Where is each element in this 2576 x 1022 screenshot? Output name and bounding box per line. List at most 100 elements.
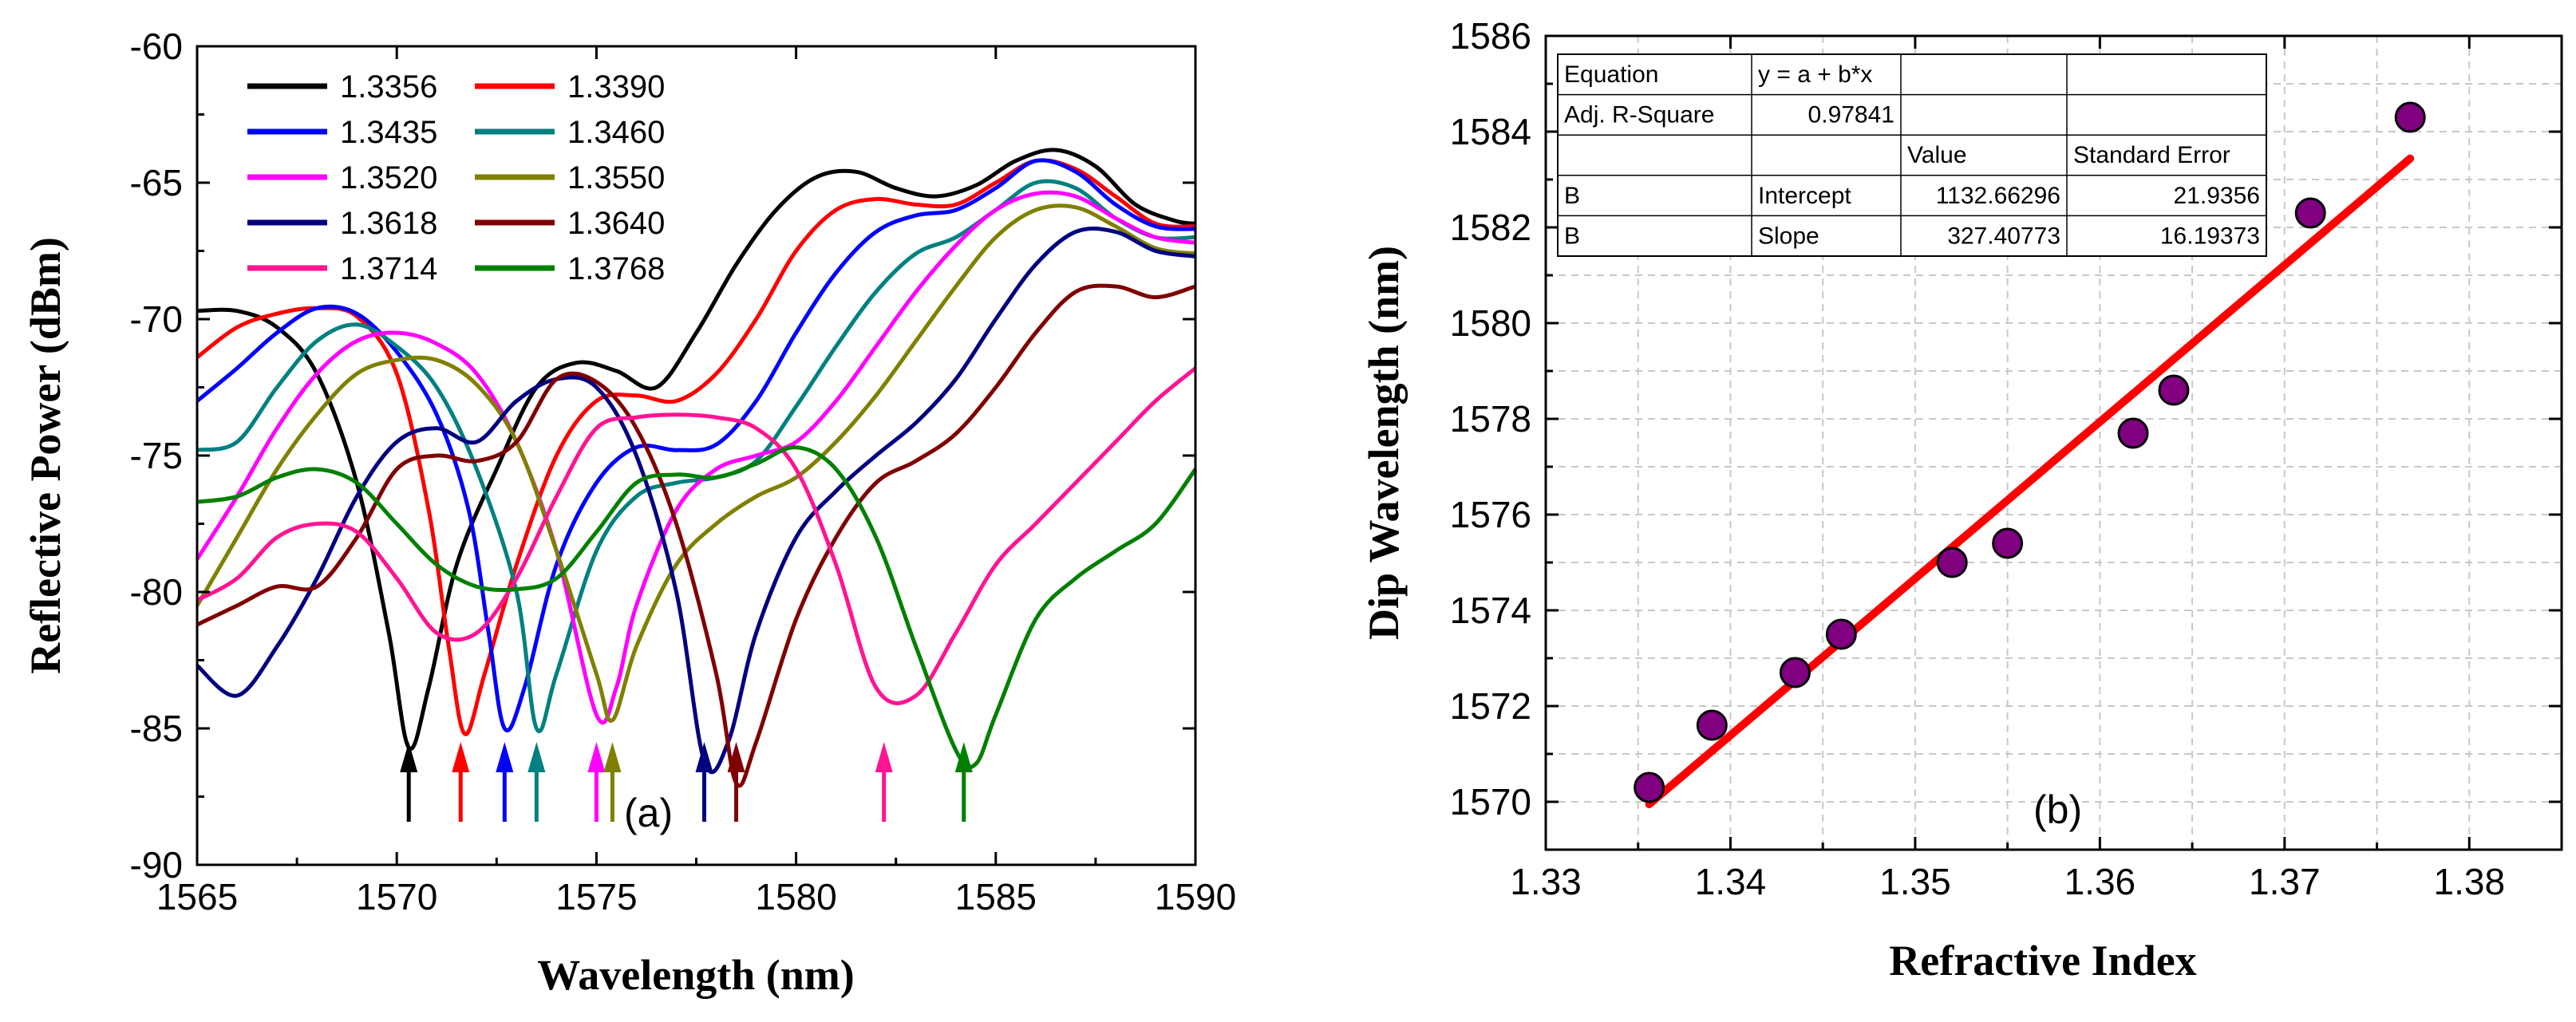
data-point: [1992, 527, 2024, 559]
fit-table-cell: B: [1564, 183, 1580, 209]
chart-a-y-axis-label: Reflective Power (dBm): [22, 237, 69, 674]
fit-table-cell: 327.40773: [1947, 223, 2060, 249]
dip-arrow-head-4: [587, 742, 606, 772]
chart-b-x-ticks: 1.33 1.34 1.35 1.36 1.37 1.38: [1510, 36, 2563, 902]
y-tick-label: -80: [130, 571, 183, 613]
series-line-1.3768: [196, 445, 1198, 770]
y-tick-label: 1578: [1450, 398, 1531, 440]
data-point: [1825, 618, 1857, 650]
y-tick-label: -75: [130, 435, 183, 476]
fit-table-cell: y = a + b*x: [1758, 61, 1872, 88]
dip-arrow-head-5: [603, 742, 622, 772]
chart-b-x-axis-label: Refractive Index: [1889, 937, 2196, 985]
y-tick-label: -85: [130, 708, 183, 749]
chart-b-points: [1634, 101, 2426, 803]
chart-b-y-ticks: 1570 1572 1574 1576 1578 1580 1582 1584 1586: [1450, 15, 2562, 823]
y-tick-label: 1574: [1450, 590, 1531, 631]
fit-table-cell: 0.97841: [1808, 102, 1894, 128]
legend-label: 1.3550: [567, 160, 665, 195]
y-tick-label: -65: [130, 162, 183, 203]
data-point: [2394, 101, 2426, 133]
data-point: [2117, 417, 2149, 449]
series-line-1.3520: [195, 190, 1196, 724]
series-line-1.3714: [196, 366, 1197, 705]
data-point: [1936, 547, 1968, 578]
dip-arrow-head-9: [954, 742, 973, 772]
y-tick-label: 1572: [1450, 685, 1531, 727]
chart-b-panel-label: (b): [2033, 787, 2082, 832]
legend-label: 1.3768: [567, 251, 665, 286]
fit-table-cell: Standard Error: [2073, 142, 2230, 168]
legend-label: 1.3714: [340, 251, 437, 286]
chart-a-series-group: [195, 148, 1198, 788]
y-tick-label: -90: [130, 844, 183, 886]
x-tick-label: 1590: [1155, 876, 1236, 917]
dip-arrow-head-0: [400, 742, 418, 772]
data-point: [1779, 657, 1811, 689]
fit-table-cell: Adj. R-Square: [1564, 102, 1714, 128]
legend-label: 1.3520: [340, 160, 437, 195]
chart-a-x-ticks: 1565 1570 1575 1580 1585 1590: [156, 46, 1236, 917]
fit-table-cell: 16.19373: [2160, 223, 2260, 249]
data-point: [2294, 197, 2326, 229]
fit-table-cell: 21.9356: [2174, 183, 2260, 209]
dip-arrow-head-1: [452, 742, 470, 772]
legend-label: 1.3356: [340, 69, 437, 105]
chart-b-frame: [1544, 34, 2563, 851]
y-tick-label: 1582: [1450, 207, 1531, 248]
y-tick-label: -70: [130, 298, 183, 340]
series-line-1.3356: [196, 148, 1196, 752]
data-point: [2158, 374, 2190, 406]
x-tick-label: 1.35: [1879, 861, 1951, 902]
series-line-1.3618: [196, 227, 1196, 775]
chart-b-y-axis-label: Dip Wavelength (nm): [1360, 246, 1408, 640]
series-line-1.3550: [195, 203, 1196, 723]
x-tick-label: 1565: [156, 876, 238, 917]
x-tick-label: 1580: [755, 876, 836, 917]
legend-label: 1.3618: [340, 206, 437, 241]
chart-a: 1565 1570 1575 1580 1585 1590 -90 -85 -80 -75 -70…: [22, 26, 1236, 999]
dip-arrow-head-7: [727, 742, 745, 772]
fit-table-cell: Slope: [1758, 223, 1819, 249]
chart-a-panel-label: (a): [624, 791, 673, 835]
x-tick-label: 1.33: [1510, 861, 1582, 902]
y-tick-label: 1586: [1450, 15, 1531, 57]
legend-label: 1.3390: [567, 69, 665, 105]
x-tick-label: 1.38: [2434, 861, 2506, 902]
chart-b-fit-line: [1645, 154, 2415, 809]
chart-a-y-ticks: -90 -85 -80 -75 -70 -65 -60: [130, 26, 1195, 886]
chart-b: 1.33 1.34 1.35 1.36 1.37 1.38 157015721574157…: [1360, 15, 2563, 985]
chart-a-x-axis-label: Wavelength (nm): [537, 951, 855, 999]
x-tick-label: 1585: [955, 876, 1037, 917]
chart-a-dip-arrows: [400, 742, 973, 822]
fit-table-cell: Intercept: [1758, 183, 1851, 209]
y-tick-label: 1576: [1450, 494, 1531, 535]
y-tick-label: 1580: [1450, 302, 1531, 344]
legend-label: 1.3435: [340, 115, 437, 150]
data-point: [1696, 709, 1728, 741]
dip-arrow-head-3: [527, 742, 546, 772]
fit-table-cell: Value: [1907, 142, 1967, 168]
fit-table-cell: 1132.66296: [1936, 183, 2060, 209]
dip-arrow-head-8: [875, 742, 893, 772]
series-line-1.3435: [196, 158, 1196, 732]
legend-label: 1.3460: [567, 115, 665, 150]
x-tick-label: 1.36: [2064, 861, 2136, 902]
x-tick-label: 1.37: [2249, 861, 2321, 902]
dip-arrow-head-6: [695, 742, 713, 772]
y-tick-label: 1570: [1450, 781, 1531, 823]
chart-b-fit-table: Equation y = a + b*x Adj. R-Square 0.97841 V…: [1557, 53, 2267, 257]
series-line-1.3640: [196, 283, 1196, 788]
fit-table-cell: B: [1564, 223, 1580, 249]
data-point: [1634, 771, 1665, 803]
y-tick-label: 1584: [1450, 111, 1531, 152]
y-tick-label: -60: [130, 26, 183, 67]
x-tick-label: 1575: [555, 876, 637, 917]
x-tick-label: 1.34: [1695, 861, 1767, 902]
fit-table-border: [1557, 53, 2267, 257]
legend-label: 1.3640: [567, 206, 665, 241]
chart-a-legend: 1.3356 1.3390 1.3435 1.3460 1.3520 1.3550 1.36…: [247, 69, 665, 286]
dip-arrow-head-2: [496, 742, 514, 772]
x-tick-label: 1570: [356, 876, 437, 917]
